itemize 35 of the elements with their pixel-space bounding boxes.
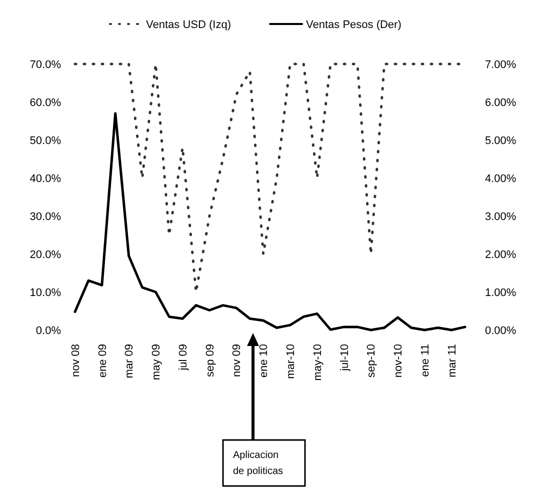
y2-tick-label: 3.00% [485,210,516,223]
y2-tick-label: 2.00% [485,248,516,261]
y-tick-label: 30.0% [30,210,62,223]
x-tick-label: nov-10 [392,344,405,378]
y-tick-label: 40.0% [30,172,62,185]
x-tick-label: ene 11 [420,344,432,377]
line-series [74,112,466,332]
x-tick-label: nov 09 [231,344,244,378]
x-tick-label: mar 09 [124,344,136,378]
x-tick-label: may 09 [150,344,163,380]
y2-tick-label: 5.00% [485,134,516,147]
x-tick-label: ene 09 [96,344,109,378]
x-tick-label: ene 10 [258,344,270,378]
x-tick-label: nov 08 [70,344,82,378]
y2-tick-label: 6.00% [485,96,516,109]
legend-label: Ventas USD (Izq) [146,18,231,31]
y2-tick-label: 4.00% [485,172,516,185]
y-tick-label: 70.0% [30,58,62,71]
legend-label: Ventas Pesos (Der) [306,18,402,31]
text: Aplicacion de politicas [233,450,284,477]
x-tick-label: may-10 [312,344,324,381]
y-tick-label: 20.0% [30,248,62,261]
x-tick-label: sep 09 [204,344,216,378]
y-tick-label: 60.0% [30,96,62,109]
y2-tick-label: 7.00% [485,58,516,71]
y-tick-label: 50.0% [30,134,62,147]
y-tick-label: 0.0% [36,324,62,337]
x-tick-label: mar-10 [285,344,298,379]
y2-tick-label: 1.00% [485,286,516,299]
x-tick-label: jul 09 [177,344,190,372]
x-tick-label: mar 11 [446,344,458,378]
x-tick-label: jul-10 [338,344,351,372]
x-tick-label: sep-10 [366,344,378,378]
y2-tick-label: 0.00% [485,324,516,337]
y-tick-label: 10.0% [30,286,62,299]
